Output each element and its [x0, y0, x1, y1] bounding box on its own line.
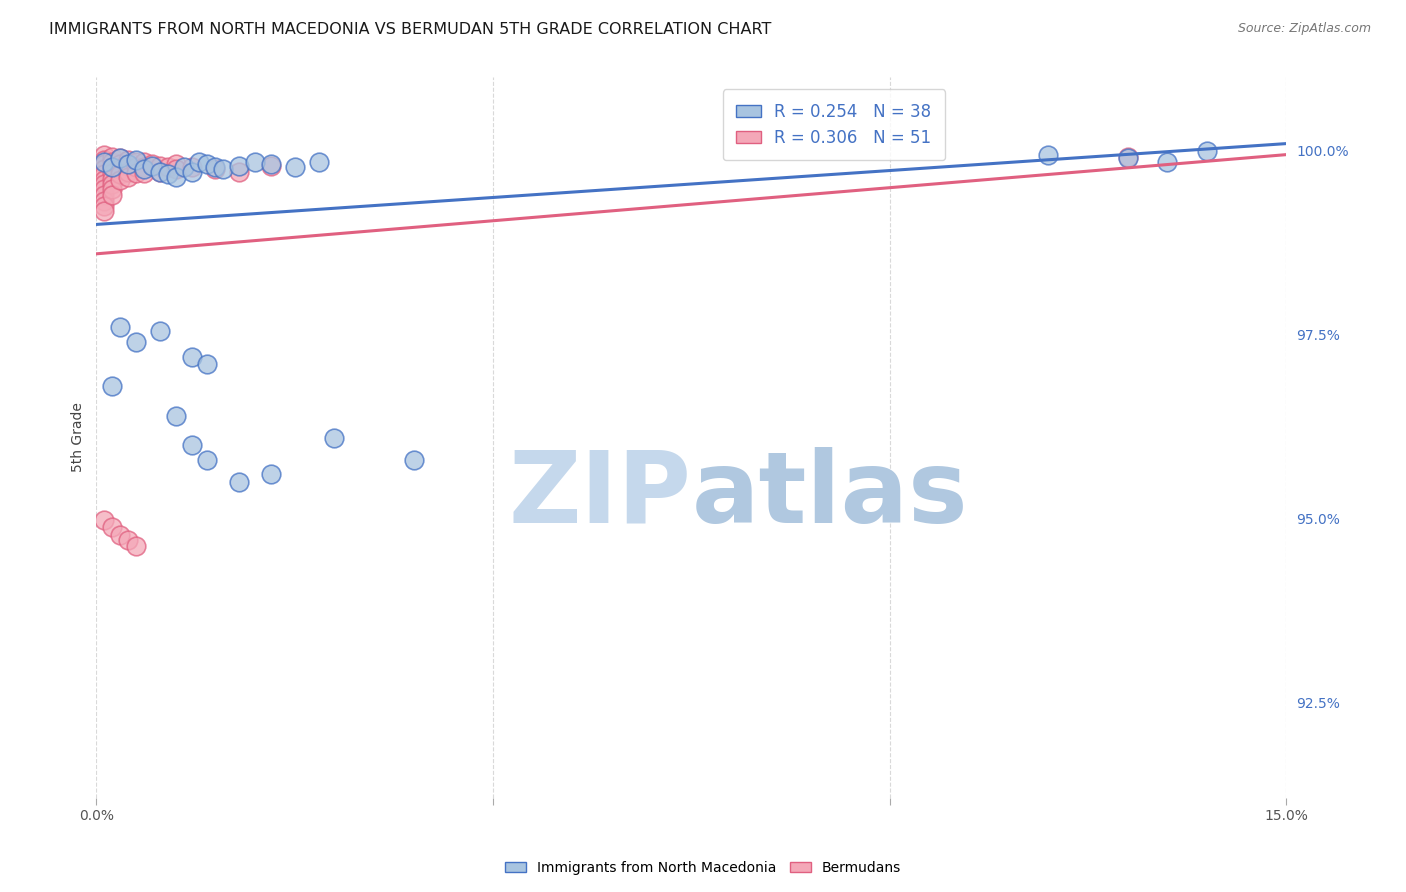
Legend: Immigrants from North Macedonia, Bermudans: Immigrants from North Macedonia, Bermuda…: [499, 855, 907, 880]
Point: [93, 157, 115, 171]
Point: [212, 162, 235, 177]
Point: [125, 334, 148, 349]
Point: [101, 172, 124, 186]
Point: [101, 155, 124, 169]
Point: [101, 166, 124, 180]
Point: [101, 160, 124, 174]
Point: [117, 169, 139, 184]
Point: [149, 164, 172, 178]
Point: [93, 204, 115, 219]
Point: [93, 155, 115, 169]
Point: [132, 162, 155, 177]
Point: [132, 160, 155, 174]
Point: [101, 160, 124, 174]
Point: [125, 160, 148, 174]
Point: [93, 199, 115, 213]
Point: [165, 409, 187, 423]
Point: [204, 160, 226, 174]
Point: [284, 160, 307, 174]
Point: [402, 452, 425, 467]
Point: [260, 467, 283, 482]
Point: [117, 157, 139, 171]
Point: [125, 153, 148, 167]
Point: [101, 188, 124, 202]
Point: [101, 182, 124, 196]
Point: [197, 357, 219, 371]
Point: [101, 379, 124, 393]
Point: [117, 159, 139, 173]
Point: [125, 155, 148, 169]
Point: [93, 188, 115, 202]
Point: [156, 168, 179, 182]
Point: [108, 173, 131, 187]
Point: [156, 160, 179, 174]
Point: [132, 166, 155, 180]
Point: [1197, 144, 1219, 158]
Text: atlas: atlas: [692, 447, 969, 544]
Legend: R = 0.254   N = 38, R = 0.306   N = 51: R = 0.254 N = 38, R = 0.306 N = 51: [723, 89, 945, 161]
Point: [228, 475, 250, 489]
Point: [260, 159, 283, 173]
Point: [93, 147, 115, 161]
Point: [149, 164, 172, 178]
Point: [117, 533, 139, 548]
Point: [93, 182, 115, 196]
Point: [93, 194, 115, 208]
Point: [1156, 155, 1178, 169]
Point: [93, 162, 115, 177]
Y-axis label: 5th Grade: 5th Grade: [72, 402, 86, 473]
Point: [125, 166, 148, 180]
Point: [125, 539, 148, 553]
Point: [228, 164, 250, 178]
Point: [1116, 151, 1139, 165]
Point: [108, 320, 131, 334]
Point: [101, 520, 124, 534]
Point: [117, 164, 139, 178]
Point: [108, 151, 131, 165]
Point: [101, 177, 124, 191]
Point: [108, 151, 131, 165]
Point: [101, 150, 124, 164]
Point: [165, 162, 187, 177]
Point: [243, 155, 266, 169]
Point: [149, 159, 172, 173]
Point: [149, 324, 172, 338]
Point: [204, 162, 226, 177]
Text: ZIP: ZIP: [509, 447, 692, 544]
Point: [197, 157, 219, 171]
Point: [108, 162, 131, 177]
Point: [228, 159, 250, 173]
Point: [165, 157, 187, 171]
Point: [93, 513, 115, 527]
Point: [180, 160, 202, 174]
Point: [132, 155, 155, 169]
Point: [93, 168, 115, 182]
Point: [180, 350, 202, 364]
Point: [93, 177, 115, 191]
Point: [141, 157, 163, 171]
Text: IMMIGRANTS FROM NORTH MACEDONIA VS BERMUDAN 5TH GRADE CORRELATION CHART: IMMIGRANTS FROM NORTH MACEDONIA VS BERMU…: [49, 22, 772, 37]
Point: [1116, 150, 1139, 164]
Point: [180, 164, 202, 178]
Point: [93, 153, 115, 167]
Point: [180, 438, 202, 452]
Point: [165, 169, 187, 184]
Point: [141, 159, 163, 173]
Text: Source: ZipAtlas.com: Source: ZipAtlas.com: [1237, 22, 1371, 36]
Point: [1038, 147, 1060, 161]
Point: [188, 155, 211, 169]
Point: [173, 160, 195, 174]
Point: [308, 155, 330, 169]
Point: [260, 157, 283, 171]
Point: [197, 452, 219, 467]
Point: [108, 168, 131, 182]
Point: [117, 153, 139, 167]
Point: [108, 527, 131, 541]
Point: [108, 157, 131, 171]
Point: [323, 431, 346, 445]
Point: [93, 173, 115, 187]
